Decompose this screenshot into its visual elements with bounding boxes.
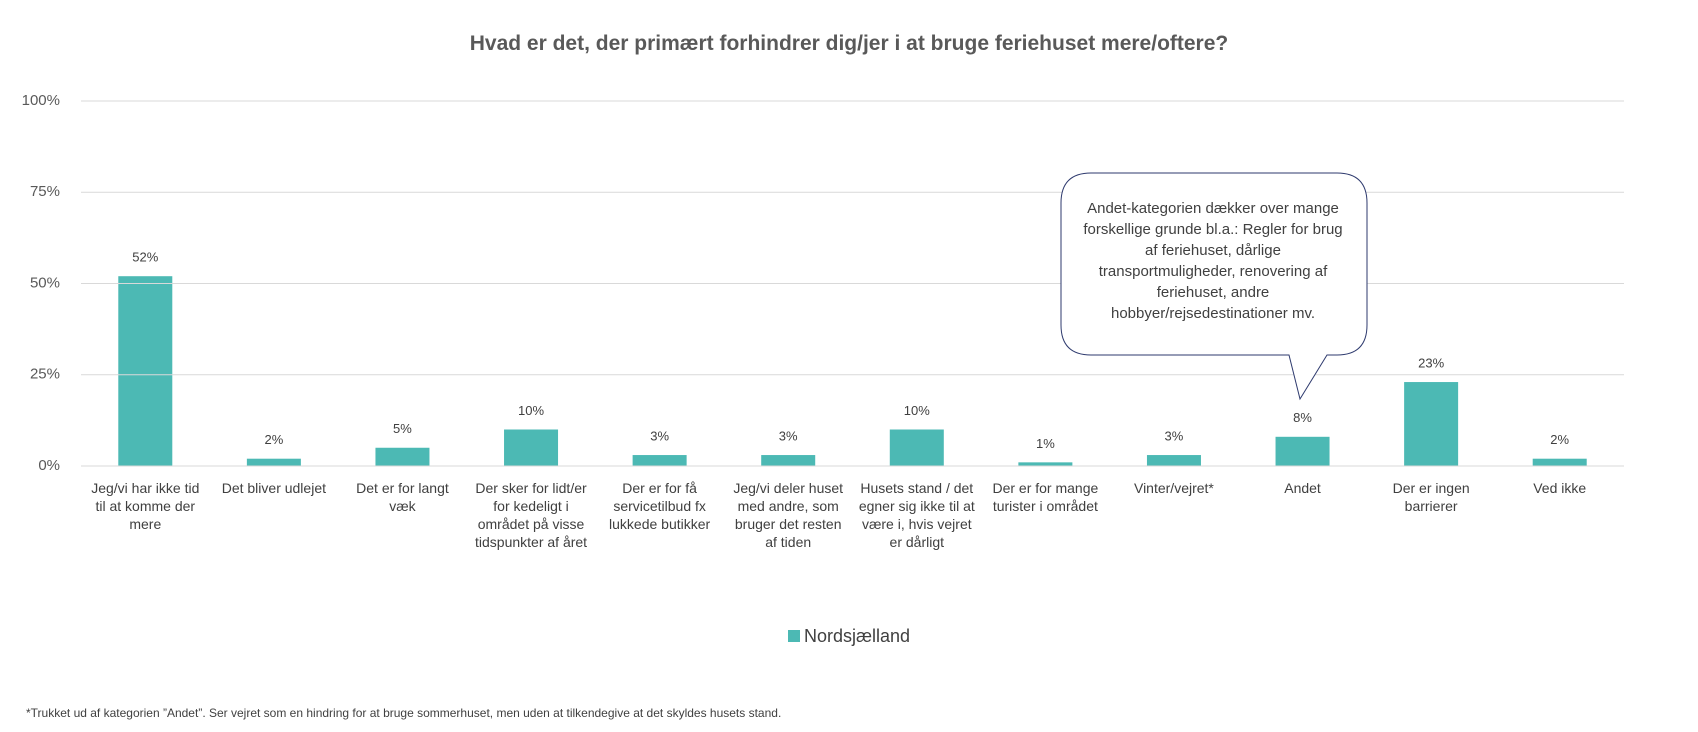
x-tick-label: Der er for mange turister i området <box>992 480 1099 514</box>
y-tick-label: 75% <box>30 183 60 200</box>
x-tick-label: Der er ingen barrierer <box>1392 480 1470 514</box>
bar <box>1146 455 1201 466</box>
bar <box>1018 462 1073 466</box>
y-tick-label: 0% <box>38 457 60 474</box>
y-tick-label: 50% <box>30 274 60 291</box>
x-tick-label: Vinter/vejret* <box>1133 480 1214 496</box>
legend: Nordsjælland <box>0 626 1698 647</box>
data-label: 1% <box>1036 436 1055 451</box>
bar <box>1275 436 1330 466</box>
x-tick-label: Det bliver udlejet <box>221 480 326 496</box>
data-label: 3% <box>650 428 669 443</box>
y-tick-label: 100% <box>22 92 60 109</box>
data-label: 3% <box>1165 428 1184 443</box>
data-label: 2% <box>1550 432 1569 447</box>
bar <box>118 276 173 466</box>
x-tick-label: Der er for få servicetilbud fx lukkede b… <box>609 480 711 532</box>
bar <box>1404 382 1459 466</box>
x-tick-label: Husets stand / det egner sig ikke til at… <box>858 480 975 550</box>
bar <box>1532 458 1587 466</box>
data-label: 10% <box>518 403 544 418</box>
legend-swatch <box>787 630 800 642</box>
data-label: 10% <box>904 403 930 418</box>
x-tick-label: Det er for langt væk <box>356 480 449 514</box>
data-label: 2% <box>264 432 283 447</box>
bar <box>246 458 301 466</box>
data-label: 3% <box>779 428 798 443</box>
annotation: Andet-kategorien dækker over mange forsk… <box>1083 200 1343 322</box>
bar <box>375 447 430 466</box>
data-label: 8% <box>1293 410 1312 425</box>
x-tick-label: Ved ikke <box>1533 480 1587 496</box>
y-tick-label: 25% <box>30 366 60 383</box>
footnote: *Trukket ud af kategorien ”Andet”. Ser v… <box>26 706 782 720</box>
bar <box>504 429 559 466</box>
data-label: 23% <box>1418 355 1444 370</box>
chart-title: Hvad er det, der primært forhindrer dig/… <box>469 32 1229 55</box>
x-tick-label: Der sker for lidt/er for kedeligt i områ… <box>475 480 588 550</box>
x-tick-label: Andet <box>1284 480 1321 496</box>
callout-shape <box>1060 172 1368 401</box>
x-tick-label: Jeg/vi deler huset med andre, som bruger… <box>733 480 844 550</box>
x-tick-label: Jeg/vi har ikke tid til at komme der mer… <box>91 480 200 532</box>
data-label: 52% <box>132 250 158 265</box>
bar <box>889 429 944 466</box>
bar <box>632 455 687 466</box>
legend-label: Nordsjælland <box>803 626 911 646</box>
bar <box>761 455 816 466</box>
data-label: 5% <box>393 421 412 436</box>
